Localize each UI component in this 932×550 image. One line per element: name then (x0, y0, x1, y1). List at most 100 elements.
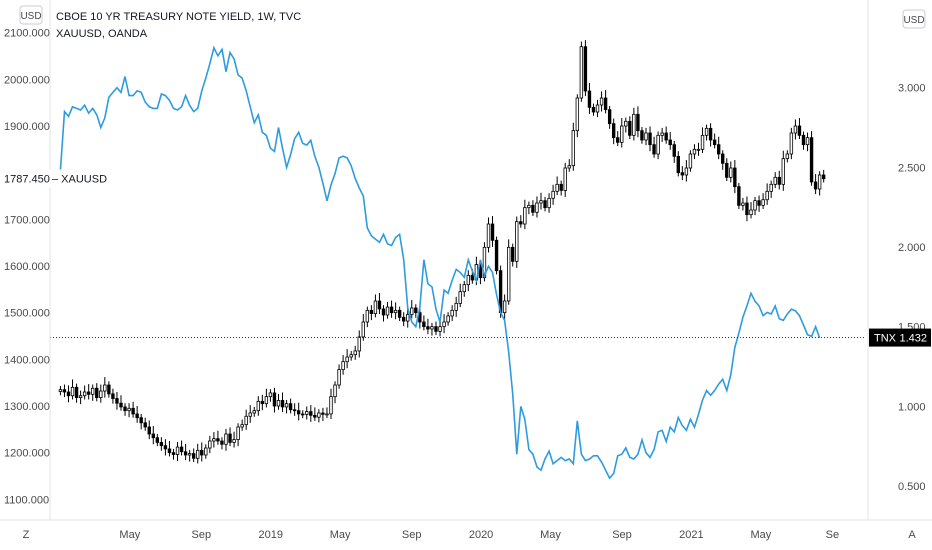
gold-candle[interactable] (494, 239, 499, 272)
gold-candle[interactable] (434, 326, 438, 332)
gold-candle[interactable] (131, 407, 135, 415)
gold-candle[interactable] (809, 137, 814, 183)
gold-candle[interactable] (729, 167, 733, 178)
gold-candle[interactable] (805, 137, 810, 146)
gold-candle[interactable] (668, 139, 672, 146)
gold-candle[interactable] (196, 449, 200, 459)
gold-candle[interactable] (232, 439, 236, 443)
gold-candle[interactable] (551, 190, 555, 199)
gold-candle[interactable] (531, 204, 535, 213)
gold-candle[interactable] (616, 137, 620, 143)
gold-candle[interactable] (817, 174, 822, 190)
gold-candle[interactable] (753, 200, 757, 211)
gold-candle[interactable] (313, 414, 317, 418)
gold-candle[interactable] (204, 447, 208, 456)
gold-candle[interactable] (216, 438, 220, 442)
gold-candle[interactable] (333, 384, 337, 398)
gold-candle[interactable] (175, 446, 180, 455)
gold-candle[interactable] (442, 321, 446, 328)
gold-candle[interactable] (765, 190, 769, 201)
gold-candle[interactable] (757, 200, 761, 206)
gold-candle[interactable] (725, 162, 729, 178)
gold-candle[interactable] (155, 437, 160, 443)
gold-candle[interactable] (183, 451, 188, 456)
gold-candle[interactable] (135, 413, 139, 419)
gold-candle[interactable] (377, 300, 382, 310)
gold-candle[interactable] (721, 153, 725, 164)
gold-candle[interactable] (777, 176, 781, 185)
gold-candle[interactable] (414, 307, 418, 314)
gold-candle[interactable] (716, 144, 721, 155)
gold-candle[interactable] (406, 314, 410, 322)
gold-candle[interactable] (587, 90, 592, 108)
gold-candle[interactable] (244, 415, 248, 426)
gold-candle[interactable] (62, 389, 67, 393)
gold-candle[interactable] (373, 300, 378, 315)
gold-candle[interactable] (515, 221, 519, 262)
gold-candle[interactable] (292, 409, 297, 412)
gold-candle[interactable] (220, 440, 224, 445)
gold-candle[interactable] (543, 200, 547, 209)
gold-candle[interactable] (268, 392, 273, 398)
gold-candle[interactable] (325, 413, 329, 416)
gold-candle[interactable] (365, 309, 370, 323)
gold-candle[interactable] (502, 300, 507, 314)
gold-candle[interactable] (345, 356, 349, 363)
gold-candle[interactable] (179, 446, 184, 453)
gold-candle[interactable] (171, 452, 176, 455)
gold-candle[interactable] (680, 172, 685, 176)
gold-candle[interactable] (224, 433, 228, 445)
gold-candle[interactable] (212, 438, 216, 442)
gold-candle[interactable] (91, 387, 95, 395)
gold-candle[interactable] (733, 167, 737, 188)
gold-candle[interactable] (648, 132, 652, 146)
gold-candle[interactable] (644, 132, 648, 141)
gold-candle[interactable] (466, 274, 470, 286)
x-axis-scale-left[interactable]: Z (23, 529, 30, 541)
gold-candle[interactable] (410, 307, 414, 315)
gold-candle[interactable] (361, 321, 365, 338)
gold-candle[interactable] (555, 183, 559, 192)
gold-candle[interactable] (430, 326, 434, 330)
gold-candle[interactable] (535, 202, 539, 213)
gold-candle[interactable] (462, 284, 466, 293)
gold-candle[interactable] (296, 410, 301, 415)
gold-candle[interactable] (656, 134, 660, 155)
gold-candle[interactable] (78, 395, 83, 399)
gold-candle[interactable] (74, 386, 79, 399)
gold-candle[interactable] (393, 309, 398, 314)
gold-candle[interactable] (591, 106, 596, 113)
gold-candle[interactable] (389, 306, 394, 314)
gold-candle[interactable] (789, 132, 794, 155)
gold-candle[interactable] (167, 448, 172, 454)
gold-candle[interactable] (506, 246, 511, 302)
gold-candle[interactable] (567, 165, 571, 169)
left-currency-badge[interactable] (19, 5, 43, 25)
gold-candle[interactable] (478, 264, 483, 279)
gold-candle[interactable] (519, 221, 523, 225)
gold-candle[interactable] (115, 398, 119, 404)
gold-candle[interactable] (107, 384, 111, 395)
gold-candle[interactable] (284, 403, 289, 408)
gold-candle[interactable] (559, 183, 563, 191)
gold-candle[interactable] (781, 158, 785, 185)
gold-candle[interactable] (624, 120, 628, 127)
gold-candle[interactable] (111, 393, 115, 399)
gold-candle[interactable] (611, 123, 616, 139)
gold-candle[interactable] (761, 199, 765, 206)
gold-candle[interactable] (86, 391, 91, 395)
gold-candle[interactable] (381, 308, 386, 316)
gold-candle[interactable] (547, 197, 551, 209)
gold-candle[interactable] (151, 433, 155, 439)
gold-candle[interactable] (397, 309, 402, 318)
gold-candle[interactable] (813, 181, 818, 190)
gold-candle[interactable] (236, 426, 240, 441)
gold-candle[interactable] (309, 411, 313, 416)
gold-candle[interactable] (745, 202, 749, 216)
gold-candle[interactable] (301, 413, 305, 416)
gold-candle[interactable] (708, 127, 713, 141)
gold-candle[interactable] (329, 396, 333, 415)
gold-candle[interactable] (369, 309, 374, 315)
gold-candle[interactable] (127, 407, 131, 412)
